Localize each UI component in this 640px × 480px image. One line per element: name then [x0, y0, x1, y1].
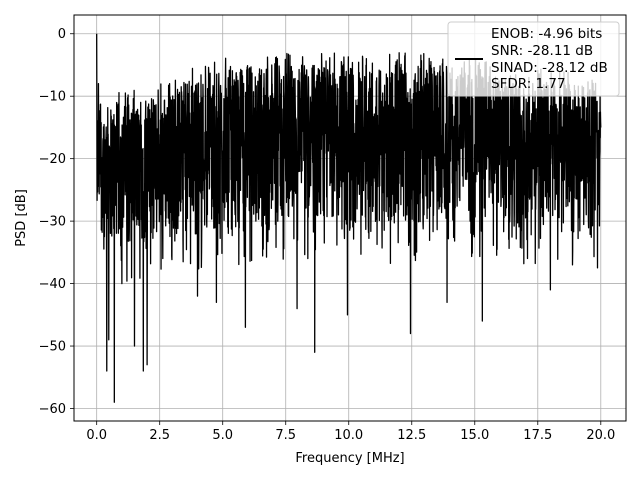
psd-series-line: [96, 33, 602, 403]
x-tick-label: 7.5: [275, 428, 296, 443]
x-tick-label: 2.5: [149, 428, 170, 443]
x-tick-label: 17.5: [523, 428, 552, 443]
legend-line-sinad: SINAD: -28.12 dB: [491, 60, 608, 76]
legend-box: [447, 21, 620, 97]
x-tick-label: 0.0: [86, 428, 107, 443]
y-tick-label: −50: [39, 340, 66, 355]
legend-line-enob: ENOB: -4.96 bits: [491, 26, 602, 42]
y-tick-label: −60: [39, 402, 66, 417]
y-axis-ticks: 0 −10 −20 −30 −40 −50 −60: [39, 27, 74, 417]
y-axis-label: PSD [dB]: [14, 189, 29, 247]
y-tick-label: −40: [39, 277, 66, 292]
legend-line-sfdr: SFDR: 1.77: [491, 76, 566, 92]
series-group: [96, 33, 602, 403]
x-tick-label: 10.0: [334, 428, 363, 443]
y-tick-label: −30: [39, 215, 66, 230]
x-tick-label: 5.0: [212, 428, 233, 443]
plot-area: [96, 33, 602, 403]
axes-frame: [73, 14, 627, 422]
x-axis-ticks: 0.0 2.5 5.0 7.5 10.0 12.5 15.0 17.5 20.0: [86, 421, 615, 443]
y-tick-label: −10: [39, 90, 66, 105]
legend-line-snr: SNR: -28.11 dB: [491, 43, 593, 59]
y-tick-label: 0: [58, 27, 66, 42]
legend: ENOB: -4.96 bits SNR: -28.11 dB SINAD: -…: [447, 21, 620, 97]
x-tick-label: 15.0: [460, 428, 489, 443]
x-tick-label: 20.0: [586, 428, 615, 443]
x-tick-label: 12.5: [397, 428, 426, 443]
y-tick-label: −20: [39, 152, 66, 167]
x-axis-label: Frequency [MHz]: [295, 451, 404, 466]
